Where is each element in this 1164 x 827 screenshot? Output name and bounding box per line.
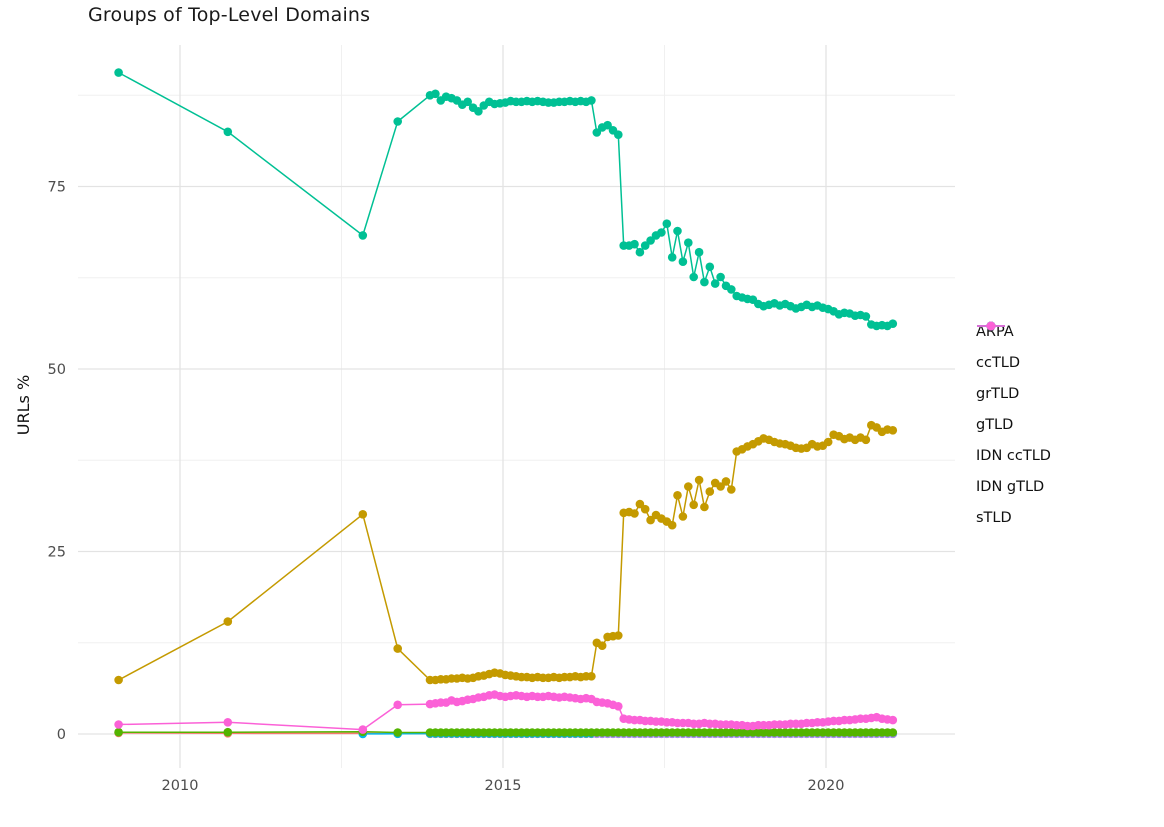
series-gtld <box>114 68 898 331</box>
legend-label: sTLD <box>976 509 1012 526</box>
series-points <box>114 727 898 737</box>
legend-label: ARPA <box>976 323 1014 340</box>
y-tick-label: 75 <box>48 180 66 196</box>
x-axis-labels: 2010 2015 2020 <box>162 778 845 794</box>
series-grtld <box>114 727 898 737</box>
legend-item-grtld: grTLD <box>976 321 1051 409</box>
series-points <box>114 690 898 734</box>
legend-item-stld: sTLD <box>976 321 1051 533</box>
series-stld <box>114 690 898 734</box>
legend-label: IDN gTLD <box>976 478 1045 495</box>
minor-gridlines <box>78 45 955 768</box>
major-gridlines <box>78 45 955 768</box>
series-line <box>118 71 894 327</box>
legend: ARPA ccTLD grTLD gTLD IDN ccTLD IDN gTLD sTLD <box>976 316 1051 533</box>
y-tick-label: 50 <box>48 362 66 378</box>
legend-label: grTLD <box>976 385 1020 402</box>
legend-key-icon <box>977 321 1005 331</box>
series-line <box>118 424 893 681</box>
y-axis-labels: 0 25 50 75 <box>48 180 66 744</box>
series-points <box>114 68 898 331</box>
legend-label: IDN ccTLD <box>976 447 1051 464</box>
legend-item-idn-gtld: IDN gTLD <box>976 321 1051 502</box>
legend-item-cctld: ccTLD <box>976 321 1051 378</box>
y-tick-label: 0 <box>57 727 66 743</box>
legend-label: ccTLD <box>976 354 1021 371</box>
x-tick-label: 2010 <box>162 778 199 794</box>
x-tick-label: 2020 <box>808 778 845 794</box>
legend-item-idn-cctld: IDN ccTLD <box>976 321 1051 471</box>
series-points <box>114 420 898 685</box>
x-tick-label: 2015 <box>485 778 522 794</box>
legend-label: gTLD <box>976 416 1014 433</box>
y-tick-label: 25 <box>48 545 66 561</box>
chart-title: Groups of Top-Level Domains <box>88 4 371 26</box>
series-cctld <box>114 420 898 685</box>
legend-item-gtld: gTLD <box>976 321 1051 440</box>
